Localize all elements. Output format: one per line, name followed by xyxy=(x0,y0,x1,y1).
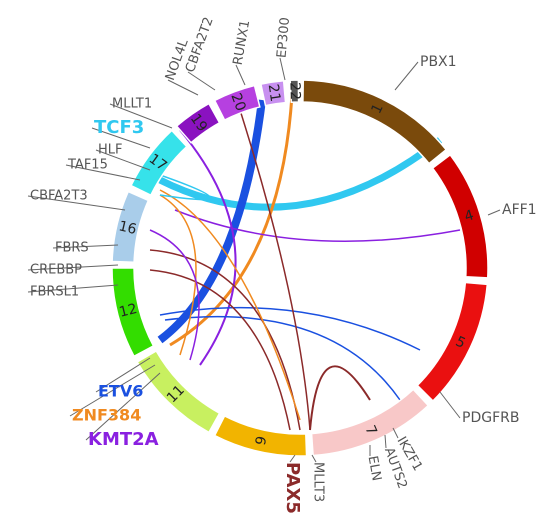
leader-line xyxy=(27,195,126,211)
leader-line xyxy=(289,454,296,463)
segment xyxy=(111,267,155,358)
leader-line xyxy=(487,209,501,216)
leader-line xyxy=(85,372,161,441)
gene-label: CBFA2T3 xyxy=(30,189,88,204)
link xyxy=(159,189,301,421)
gene-label: EP300 xyxy=(275,17,294,59)
link xyxy=(174,209,461,242)
gene-label: TCF3 xyxy=(94,117,144,138)
leader-line xyxy=(95,149,151,171)
leader-line xyxy=(392,427,399,439)
leader-line xyxy=(384,434,387,449)
gene-label: FBRSL1 xyxy=(30,285,79,300)
gene-label: MLLT3 xyxy=(311,462,326,502)
gene-label: AFF1 xyxy=(502,202,537,218)
link xyxy=(149,249,301,431)
leader-line xyxy=(27,284,119,293)
link xyxy=(157,99,266,344)
segment xyxy=(260,79,287,107)
segment xyxy=(289,79,300,104)
gene-label: ELN xyxy=(365,455,384,482)
gene-label: MLLT1 xyxy=(112,97,152,112)
segment-label: 21 xyxy=(265,83,283,103)
link xyxy=(159,174,211,201)
leader-line xyxy=(311,454,317,463)
leader-line xyxy=(167,79,199,96)
segment xyxy=(213,414,308,457)
segment xyxy=(136,349,221,434)
link xyxy=(179,129,237,366)
segment-label: 9 xyxy=(253,435,271,447)
link xyxy=(159,306,421,351)
segment xyxy=(310,388,430,457)
segment xyxy=(431,153,489,279)
gene-label: PDGFRB xyxy=(462,410,519,426)
segment-label: 20 xyxy=(227,91,248,113)
leader-line xyxy=(235,64,246,86)
link xyxy=(159,194,197,356)
link xyxy=(239,109,311,431)
gene-label: PAX5 xyxy=(282,462,303,514)
gene-label: KMT2A xyxy=(88,429,159,450)
segment xyxy=(175,102,221,144)
link xyxy=(158,137,443,211)
leader-line xyxy=(95,357,151,393)
segment xyxy=(213,84,261,122)
leader-line xyxy=(187,71,216,91)
link xyxy=(169,94,294,347)
leader-line xyxy=(109,103,173,129)
gene-label: HLF xyxy=(98,143,123,158)
leader-line xyxy=(69,364,156,417)
link xyxy=(149,269,291,431)
gene-label: CREBBP xyxy=(30,263,82,278)
leader-line xyxy=(439,391,461,419)
link xyxy=(149,229,200,361)
gene-label: PBX1 xyxy=(420,54,457,70)
gene-label: RUNX1 xyxy=(231,19,254,66)
gene-label: ETV6 xyxy=(98,382,143,401)
segment xyxy=(111,190,150,263)
leader-line xyxy=(27,264,119,271)
segment-label: 12 xyxy=(118,301,139,321)
leader-line xyxy=(65,164,141,181)
leader-line xyxy=(279,57,286,81)
leader-line xyxy=(52,244,119,249)
segment xyxy=(416,281,489,402)
gene-label: ZNF384 xyxy=(72,406,141,425)
gene-label: TAF15 xyxy=(67,158,108,173)
leader-line xyxy=(394,61,419,91)
segment-label: 22 xyxy=(286,82,303,100)
leader-line xyxy=(91,127,151,149)
links xyxy=(149,94,461,431)
gene-label: FBRS xyxy=(55,241,89,256)
link xyxy=(164,315,401,401)
segment xyxy=(302,79,448,165)
link xyxy=(309,365,371,431)
segment-label: 16 xyxy=(117,218,138,238)
